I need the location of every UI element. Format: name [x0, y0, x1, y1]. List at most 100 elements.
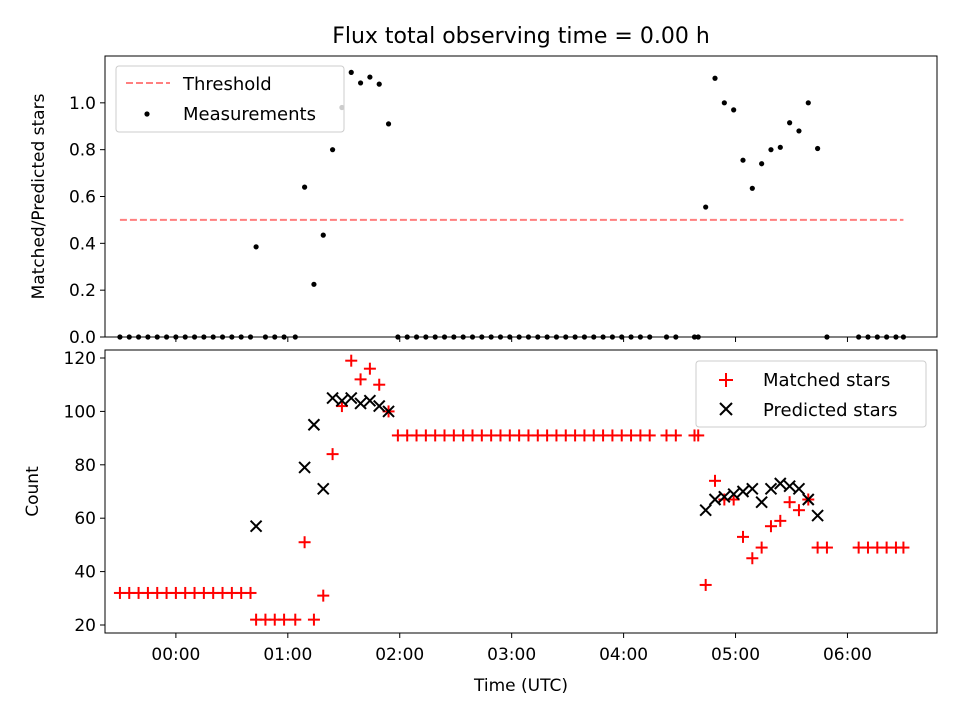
measurement-point	[768, 147, 774, 153]
measurement-point	[320, 232, 326, 238]
measurement-point	[759, 161, 765, 167]
measurement-point	[721, 100, 727, 106]
bottom-panel: 20 40 60 80 100 120 00:00 01:00 02:00 03:00 04:00…	[23, 349, 938, 696]
matched-star-point	[792, 504, 805, 517]
top-axes-frame	[104, 55, 938, 338]
measurement-point	[815, 145, 821, 152]
top-panel: 0.0 0.2 0.4 0.6 0.8 1.0 Matched/Predicted sta…	[29, 55, 938, 348]
bottom-x-axis-label: Time (UTC)	[473, 676, 568, 696]
matched-star-point	[692, 429, 705, 442]
measurement-point	[348, 69, 354, 75]
predicted-star-point	[382, 405, 395, 418]
x-tick-label: 01:00	[263, 645, 312, 665]
matched-star-point	[736, 530, 749, 543]
top-y-axis-label: Matched/Predicted stars	[29, 93, 49, 299]
matched-star-point	[278, 613, 291, 626]
matched-star-point	[345, 354, 358, 367]
measurement-point	[777, 144, 783, 150]
top-y-axis: 0.0 0.2 0.4 0.6 0.8 1.0	[69, 94, 105, 348]
matched-star-point	[820, 541, 833, 554]
predicted-star-point	[811, 509, 824, 522]
measurement-point	[740, 157, 746, 163]
matched-star-point	[307, 613, 320, 626]
bottom-axes-frame	[104, 349, 938, 634]
predicted-star-point	[755, 495, 768, 509]
y-tick-label: 100	[64, 402, 96, 422]
predicted-star-point	[363, 394, 377, 407]
top-legend: Threshold Measurements	[115, 65, 345, 133]
predicted-star-point	[249, 520, 263, 533]
bottom-x-axis: 00:00 01:00 02:00 03:00 04:00 05:00 06:00	[151, 633, 872, 665]
y-tick-label: 1.0	[69, 94, 96, 114]
matched-star-point	[764, 520, 777, 533]
predicted-star-point	[317, 482, 330, 496]
predicted-star-point	[746, 482, 759, 496]
x-tick-label: 06:00	[823, 645, 872, 665]
matched-star-point	[699, 578, 712, 591]
y-tick-label: 60	[74, 509, 96, 529]
matched-star-point	[326, 448, 339, 461]
x-tick-label: 00:00	[151, 645, 200, 665]
predicted-star-point	[335, 394, 349, 407]
matched-star-point	[709, 474, 722, 487]
y-tick-label: 40	[74, 563, 96, 583]
y-tick-label: 0.8	[69, 141, 96, 161]
bottom-legend: Matched stars Predicted stars	[695, 360, 927, 428]
matched-star-point	[244, 586, 257, 599]
measurements-legend-swatch	[144, 111, 150, 117]
predicted-star-point	[736, 485, 750, 498]
predicted-star-point	[307, 418, 321, 431]
matched-legend-label: Matched stars	[763, 370, 890, 391]
matched-star-point	[363, 362, 376, 375]
matched-star-point	[755, 541, 768, 554]
top-x-axis	[175, 337, 848, 342]
measurement-point	[376, 81, 382, 87]
x-tick-label: 04:00	[599, 645, 648, 665]
predicted-star-point	[298, 461, 311, 474]
matched-star-point	[317, 589, 330, 602]
measurement-point	[796, 128, 802, 134]
measurement-point	[311, 281, 317, 287]
predicted-star-point	[718, 490, 731, 504]
predicted-star-point	[764, 482, 778, 496]
figure-title: Flux total observing time = 0.00 h	[332, 24, 710, 49]
matched-star-point	[897, 541, 910, 554]
measurement-point	[712, 75, 718, 81]
matched-star-point	[669, 429, 682, 442]
measurement-point	[302, 184, 308, 190]
x-tick-label: 03:00	[487, 645, 536, 665]
y-tick-label: 0.4	[69, 234, 96, 254]
measurement-point	[367, 74, 373, 80]
y-tick-label: 120	[64, 349, 96, 369]
y-tick-label: 0.0	[69, 328, 96, 348]
predicted-star-point	[802, 493, 815, 506]
predicted-star-point	[783, 479, 796, 493]
matched-star-point	[298, 536, 311, 549]
predicted-star-point	[792, 482, 806, 496]
measurement-point	[805, 100, 811, 106]
measurement-point	[787, 120, 793, 126]
measurement-point	[703, 204, 709, 210]
predicted-star-point	[354, 397, 367, 410]
y-tick-label: 20	[74, 616, 96, 636]
matched-star-point	[289, 613, 302, 626]
bottom-y-axis: 20 40 60 80 100 120	[64, 349, 105, 636]
bottom-plot-marks	[113, 354, 910, 626]
matched-star-point	[783, 496, 796, 509]
matched-star-point	[774, 514, 787, 527]
predicted-star-point	[345, 391, 358, 405]
predicted-star-point	[708, 493, 722, 506]
matched-star-point	[373, 378, 386, 391]
measurement-point	[731, 107, 737, 113]
y-tick-label: 0.2	[69, 281, 96, 301]
matched-star-point	[354, 373, 367, 386]
matched-star-point	[746, 552, 759, 565]
measurement-point	[329, 147, 336, 153]
measurement-point	[357, 80, 364, 86]
bottom-y-axis-label: Count	[23, 466, 43, 517]
threshold-legend-label: Threshold	[182, 74, 272, 95]
x-tick-label: 02:00	[375, 645, 424, 665]
measurement-point	[385, 121, 392, 127]
measurement-point	[253, 244, 259, 250]
